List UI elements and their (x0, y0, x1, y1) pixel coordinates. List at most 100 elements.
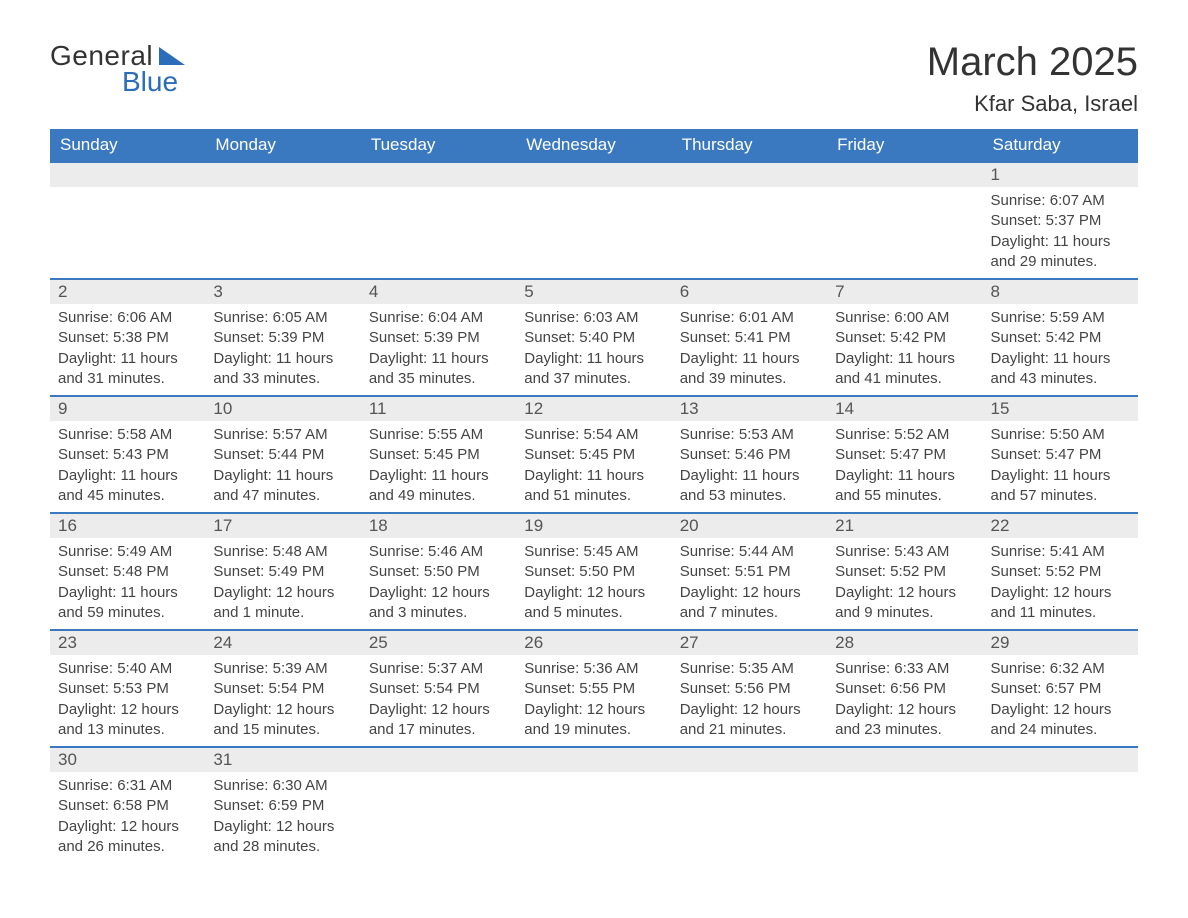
day-dl2: and 1 minute. (213, 603, 352, 623)
day-sunrise: Sunrise: 6:01 AM (680, 308, 819, 328)
calendar-cell: 24Sunrise: 5:39 AMSunset: 5:54 PMDayligh… (205, 630, 360, 747)
calendar-cell (516, 747, 671, 863)
weekday-header: Wednesday (516, 129, 671, 162)
day-body: Sunrise: 5:53 AMSunset: 5:46 PMDaylight:… (672, 421, 827, 512)
day-number: 13 (672, 397, 827, 421)
day-body: Sunrise: 5:48 AMSunset: 5:49 PMDaylight:… (205, 538, 360, 629)
day-dl1: Daylight: 12 hours (524, 583, 663, 603)
day-body: Sunrise: 5:45 AMSunset: 5:50 PMDaylight:… (516, 538, 671, 629)
calendar-cell: 17Sunrise: 5:48 AMSunset: 5:49 PMDayligh… (205, 513, 360, 630)
day-body (50, 187, 205, 207)
day-body: Sunrise: 5:58 AMSunset: 5:43 PMDaylight:… (50, 421, 205, 512)
day-dl2: and 45 minutes. (58, 486, 197, 506)
day-dl1: Daylight: 11 hours (835, 349, 974, 369)
calendar-cell (50, 162, 205, 279)
day-body: Sunrise: 5:44 AMSunset: 5:51 PMDaylight:… (672, 538, 827, 629)
day-dl2: and 47 minutes. (213, 486, 352, 506)
day-sunrise: Sunrise: 5:52 AM (835, 425, 974, 445)
day-sunrise: Sunrise: 6:31 AM (58, 776, 197, 796)
day-dl2: and 49 minutes. (369, 486, 508, 506)
day-number (827, 748, 982, 772)
day-number: 22 (983, 514, 1138, 538)
day-sunset: Sunset: 5:48 PM (58, 562, 197, 582)
day-dl1: Daylight: 12 hours (991, 583, 1130, 603)
day-sunset: Sunset: 6:57 PM (991, 679, 1130, 699)
day-dl2: and 17 minutes. (369, 720, 508, 740)
day-body (516, 187, 671, 207)
calendar-cell: 3Sunrise: 6:05 AMSunset: 5:39 PMDaylight… (205, 279, 360, 396)
day-body (205, 187, 360, 207)
calendar-cell: 28Sunrise: 6:33 AMSunset: 6:56 PMDayligh… (827, 630, 982, 747)
day-dl2: and 59 minutes. (58, 603, 197, 623)
day-dl1: Daylight: 12 hours (213, 583, 352, 603)
day-number: 30 (50, 748, 205, 772)
day-sunrise: Sunrise: 5:40 AM (58, 659, 197, 679)
day-number: 18 (361, 514, 516, 538)
calendar-cell: 22Sunrise: 5:41 AMSunset: 5:52 PMDayligh… (983, 513, 1138, 630)
day-dl1: Daylight: 12 hours (991, 700, 1130, 720)
day-dl2: and 15 minutes. (213, 720, 352, 740)
day-body: Sunrise: 6:30 AMSunset: 6:59 PMDaylight:… (205, 772, 360, 863)
day-body: Sunrise: 6:07 AMSunset: 5:37 PMDaylight:… (983, 187, 1138, 278)
day-sunrise: Sunrise: 5:54 AM (524, 425, 663, 445)
day-number (205, 163, 360, 187)
page-title: March 2025 (927, 40, 1138, 85)
day-dl1: Daylight: 11 hours (991, 232, 1130, 252)
day-sunrise: Sunrise: 5:58 AM (58, 425, 197, 445)
day-body: Sunrise: 6:00 AMSunset: 5:42 PMDaylight:… (827, 304, 982, 395)
day-sunset: Sunset: 5:56 PM (680, 679, 819, 699)
calendar-cell (205, 162, 360, 279)
weekday-header: Sunday (50, 129, 205, 162)
day-dl1: Daylight: 11 hours (524, 349, 663, 369)
day-dl1: Daylight: 12 hours (680, 700, 819, 720)
day-dl1: Daylight: 11 hours (369, 466, 508, 486)
day-dl2: and 13 minutes. (58, 720, 197, 740)
day-number: 26 (516, 631, 671, 655)
day-sunrise: Sunrise: 5:57 AM (213, 425, 352, 445)
day-dl2: and 28 minutes. (213, 837, 352, 857)
day-number (672, 163, 827, 187)
calendar-cell: 30Sunrise: 6:31 AMSunset: 6:58 PMDayligh… (50, 747, 205, 863)
day-dl2: and 9 minutes. (835, 603, 974, 623)
day-dl2: and 11 minutes. (991, 603, 1130, 623)
day-sunset: Sunset: 5:39 PM (369, 328, 508, 348)
calendar-cell: 4Sunrise: 6:04 AMSunset: 5:39 PMDaylight… (361, 279, 516, 396)
calendar-cell: 19Sunrise: 5:45 AMSunset: 5:50 PMDayligh… (516, 513, 671, 630)
day-dl2: and 37 minutes. (524, 369, 663, 389)
calendar-row: 30Sunrise: 6:31 AMSunset: 6:58 PMDayligh… (50, 747, 1138, 863)
day-body: Sunrise: 6:03 AMSunset: 5:40 PMDaylight:… (516, 304, 671, 395)
day-dl1: Daylight: 11 hours (58, 349, 197, 369)
day-number: 3 (205, 280, 360, 304)
day-sunrise: Sunrise: 5:46 AM (369, 542, 508, 562)
day-sunset: Sunset: 5:54 PM (369, 679, 508, 699)
day-sunrise: Sunrise: 6:00 AM (835, 308, 974, 328)
day-dl1: Daylight: 11 hours (680, 466, 819, 486)
day-body: Sunrise: 5:39 AMSunset: 5:54 PMDaylight:… (205, 655, 360, 746)
calendar-cell (827, 162, 982, 279)
calendar-cell: 10Sunrise: 5:57 AMSunset: 5:44 PMDayligh… (205, 396, 360, 513)
day-sunrise: Sunrise: 5:48 AM (213, 542, 352, 562)
day-number (672, 748, 827, 772)
day-dl2: and 41 minutes. (835, 369, 974, 389)
calendar-cell: 26Sunrise: 5:36 AMSunset: 5:55 PMDayligh… (516, 630, 671, 747)
day-body: Sunrise: 5:50 AMSunset: 5:47 PMDaylight:… (983, 421, 1138, 512)
day-number (516, 748, 671, 772)
day-number: 14 (827, 397, 982, 421)
day-number: 25 (361, 631, 516, 655)
day-body (672, 772, 827, 792)
calendar-cell (361, 747, 516, 863)
day-dl1: Daylight: 12 hours (213, 817, 352, 837)
calendar-cell: 18Sunrise: 5:46 AMSunset: 5:50 PMDayligh… (361, 513, 516, 630)
day-number: 19 (516, 514, 671, 538)
calendar-cell (672, 162, 827, 279)
weekday-header: Thursday (672, 129, 827, 162)
day-number (827, 163, 982, 187)
day-number: 10 (205, 397, 360, 421)
calendar-cell: 9Sunrise: 5:58 AMSunset: 5:43 PMDaylight… (50, 396, 205, 513)
logo-triangle-icon (159, 47, 185, 65)
calendar-cell (516, 162, 671, 279)
day-dl2: and 26 minutes. (58, 837, 197, 857)
day-number: 29 (983, 631, 1138, 655)
day-sunset: Sunset: 5:50 PM (369, 562, 508, 582)
day-body: Sunrise: 5:57 AMSunset: 5:44 PMDaylight:… (205, 421, 360, 512)
